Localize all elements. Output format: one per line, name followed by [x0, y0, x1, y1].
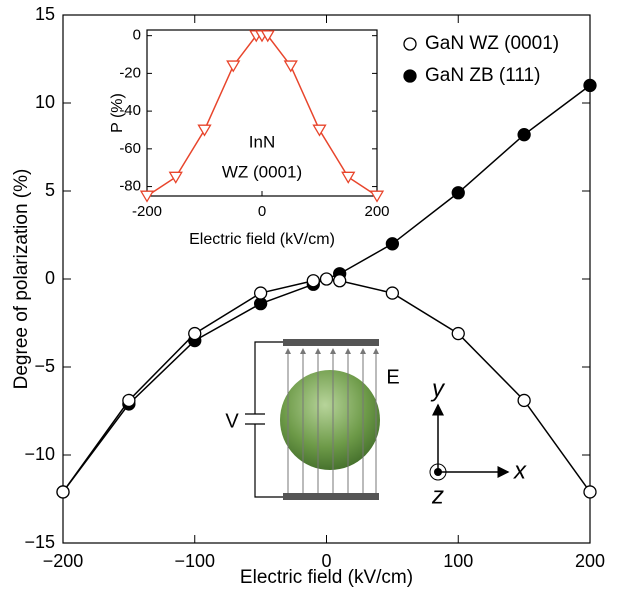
- y-tick-label: 0: [45, 268, 55, 288]
- y-tick-label: 0: [133, 27, 141, 44]
- marker: [385, 286, 400, 300]
- marker: [168, 171, 183, 184]
- legend-marker: [403, 37, 417, 51]
- annotation: y: [430, 375, 446, 402]
- plot-frame: [62, 14, 591, 544]
- marker: [260, 30, 275, 43]
- device-diagram: [245, 339, 510, 500]
- y-axis-label: Degree of polarization (%): [11, 169, 32, 390]
- x-tick-label: 0: [321, 551, 331, 571]
- plot-frame: [146, 29, 378, 197]
- marker: [369, 190, 385, 203]
- x-tick-label: 0: [258, 203, 266, 220]
- x-tick-label: −200: [43, 551, 84, 571]
- marker: [122, 393, 136, 408]
- y-tick-label: -80: [119, 178, 141, 195]
- legend-label: GaN ZB (111): [425, 65, 540, 86]
- y-tick-label: −10: [24, 444, 55, 464]
- legend-marker: [403, 69, 417, 83]
- x-tick-label: 100: [443, 551, 473, 571]
- x-axis-label: Electric field (kV/cm): [240, 567, 413, 588]
- marker: [583, 485, 597, 499]
- annotation: x: [513, 457, 527, 484]
- inset-background: [147, 30, 377, 196]
- y-tick-label: -40: [119, 102, 141, 119]
- marker: [341, 171, 356, 184]
- marker: [188, 326, 202, 341]
- main-chart: −200 −100 0 100 200 −15 −10 −5 0 5 10 15 Electric fi…: [11, 4, 605, 588]
- marker: [139, 190, 155, 203]
- y-tick-label: 10: [35, 92, 55, 112]
- y-tick-label: 5: [45, 180, 55, 200]
- x-tick-label: 200: [575, 551, 605, 571]
- marker: [283, 60, 298, 73]
- marker: [197, 124, 212, 137]
- y-tick-label: −15: [24, 532, 55, 552]
- marker: [517, 393, 531, 408]
- annotation: z: [431, 482, 444, 509]
- marker: [312, 124, 327, 137]
- x-tick-label: 200: [364, 203, 389, 220]
- marker: [583, 78, 597, 93]
- annotation: V: [225, 410, 239, 432]
- y-tick-label: -20: [119, 64, 141, 81]
- marker: [253, 286, 268, 300]
- annotation: InN: [249, 132, 275, 151]
- x-tick-label: -200: [132, 203, 162, 220]
- inset-chart: -200 0 200 0 -20 -40 -60 -80 Electric field (kV/…: [109, 27, 389, 249]
- marker: [333, 274, 347, 288]
- legend-label: GaN WZ (0001): [425, 33, 559, 54]
- annotation: E: [386, 366, 399, 388]
- y-axis-label: P (%): [109, 93, 126, 133]
- x-axis-label: Electric field (kV/cm): [189, 231, 335, 248]
- annotation: WZ (0001): [222, 162, 302, 181]
- y-tick-label: 15: [35, 4, 55, 24]
- marker: [451, 186, 465, 200]
- x-tick-label: −100: [174, 551, 215, 571]
- y-tick-label: -60: [119, 140, 141, 157]
- marker: [319, 272, 334, 286]
- y-tick-label: −5: [34, 356, 55, 376]
- marker: [451, 326, 465, 341]
- marker: [306, 274, 320, 288]
- marker: [385, 237, 400, 251]
- marker: [517, 128, 531, 142]
- marker: [226, 60, 241, 73]
- marker: [56, 485, 70, 499]
